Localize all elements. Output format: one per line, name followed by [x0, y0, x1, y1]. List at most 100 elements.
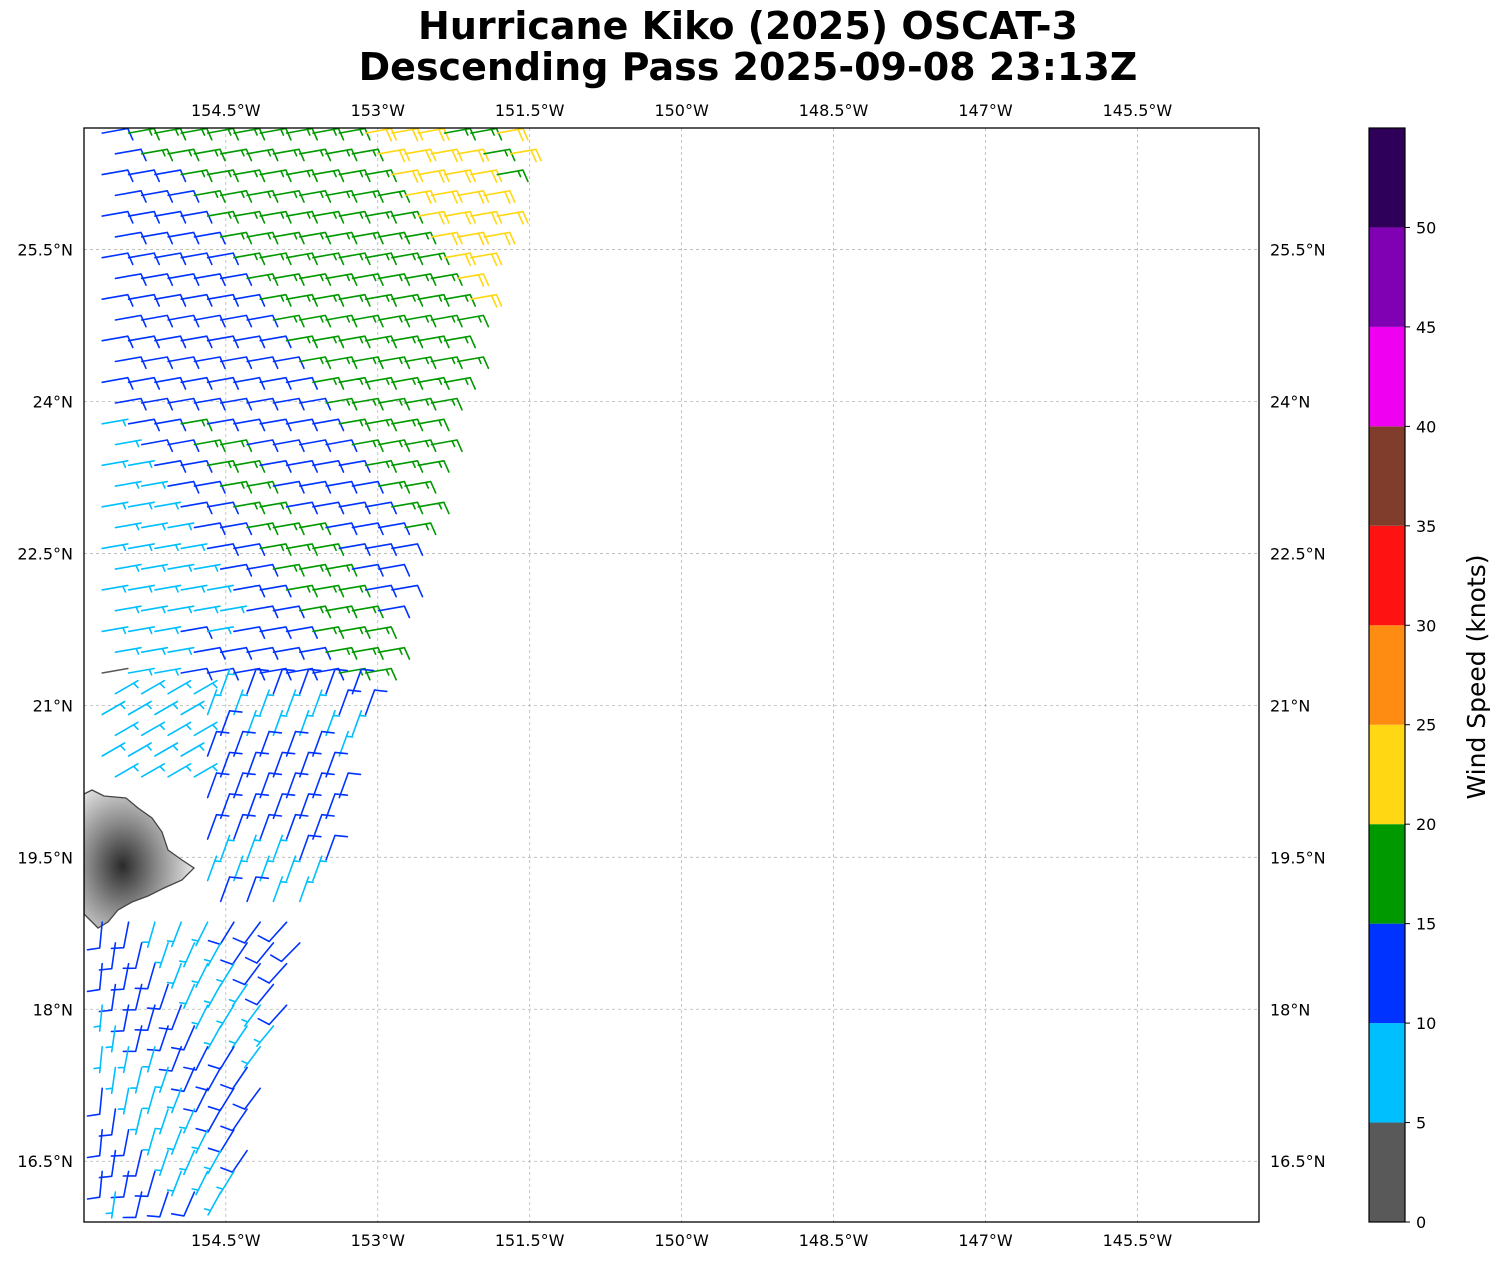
wind-barb [134, 962, 156, 990]
wind-barb [114, 190, 147, 203]
wind-barb [299, 834, 322, 861]
wind-barb [114, 397, 147, 411]
wind-barb [325, 793, 349, 820]
wind-barb [391, 584, 424, 598]
wind-barb [93, 1046, 103, 1074]
wind-barb [244, 942, 275, 964]
wind-barb [233, 689, 249, 716]
wind-barb [101, 376, 134, 390]
wind-barb [140, 439, 174, 453]
wind-barb [285, 813, 309, 840]
wind-barb [166, 962, 182, 989]
wind-barb [378, 646, 411, 660]
lon-tick-bottom: 148.5°W [799, 1231, 869, 1250]
wind-barb [259, 813, 283, 840]
wind-barb [259, 210, 292, 224]
wind-barb [207, 921, 235, 946]
wind-barb [272, 646, 305, 660]
wind-barb [391, 252, 424, 266]
wind-barb [127, 742, 152, 757]
colorbar-tick-label: 15 [1416, 915, 1436, 934]
wind-barb [129, 1108, 143, 1136]
wind-barb [127, 252, 160, 266]
wind-barb [338, 376, 371, 390]
wind-barb [154, 210, 187, 224]
wind-barb [285, 335, 318, 349]
wind-barb [470, 252, 503, 267]
wind-barb [325, 668, 349, 695]
wind-barb [154, 293, 187, 307]
wind-barb [272, 397, 305, 411]
wind-barb [180, 700, 205, 716]
wind-barb [167, 646, 195, 655]
wind-barb [299, 273, 332, 286]
wind-barb [259, 169, 292, 183]
wind-barb [228, 1025, 248, 1049]
wind-barb [110, 921, 130, 950]
wind-barb [122, 1191, 143, 1219]
wind-barb [246, 148, 279, 162]
wind-barb [325, 646, 358, 660]
wind-barb [193, 397, 226, 411]
wind-barb [325, 190, 358, 203]
wind-barb [219, 356, 253, 370]
wind-barb [391, 210, 424, 224]
wind-barb [154, 626, 182, 635]
wind-barb [233, 813, 256, 840]
wind-barbs [86, 128, 542, 1219]
wind-barb [351, 148, 384, 162]
wind-barb [180, 169, 213, 183]
wind-barb [193, 148, 226, 162]
wind-barb [193, 314, 226, 328]
wind-barb [193, 605, 221, 614]
wind-barb [114, 679, 139, 695]
wind-barb [325, 480, 358, 494]
wind-barb [417, 418, 450, 432]
wind-barb [180, 501, 213, 515]
wind-barb [167, 563, 195, 572]
wind-barb [272, 668, 296, 695]
wind-barb [312, 252, 345, 266]
wind-barb [496, 169, 529, 183]
wind-barb [312, 460, 345, 473]
wind-barb [114, 356, 147, 370]
wind-barb [219, 876, 243, 903]
wind-barb [101, 700, 126, 716]
wind-barb [101, 293, 134, 307]
colorbar-tick-label: 30 [1416, 616, 1436, 635]
wind-barb [338, 210, 371, 224]
wind-barb [378, 563, 411, 577]
wind-barb [233, 418, 266, 432]
wind-barb [457, 148, 490, 163]
wind-barb [154, 169, 187, 183]
wind-barb [417, 210, 450, 225]
wind-barb [206, 376, 239, 390]
wind-barb [351, 439, 384, 453]
wind-barb [338, 128, 371, 141]
wind-barb [110, 1004, 130, 1033]
wind-barb [180, 210, 213, 224]
wind-barb [404, 356, 437, 370]
wind-barb [167, 231, 200, 245]
wind-barb [299, 793, 322, 820]
wind-barb [312, 626, 345, 639]
wind-barb [312, 376, 345, 390]
wind-barb [299, 439, 332, 453]
wind-barb [86, 1170, 103, 1200]
wind-barb [114, 273, 147, 286]
wind-barb [219, 397, 253, 411]
wind-barb [180, 584, 208, 593]
wind-barb [391, 376, 424, 390]
wind-barb [140, 605, 169, 614]
wind-barb [338, 169, 371, 183]
wind-barb [246, 605, 279, 619]
wind-barb [114, 563, 142, 572]
wind-barb [351, 480, 384, 494]
wind-barb [93, 1004, 103, 1032]
wind-barb [351, 231, 384, 245]
wind-barb [364, 667, 397, 681]
wind-barb [470, 169, 503, 183]
wind-barb [417, 460, 450, 473]
wind-barb [206, 252, 239, 266]
